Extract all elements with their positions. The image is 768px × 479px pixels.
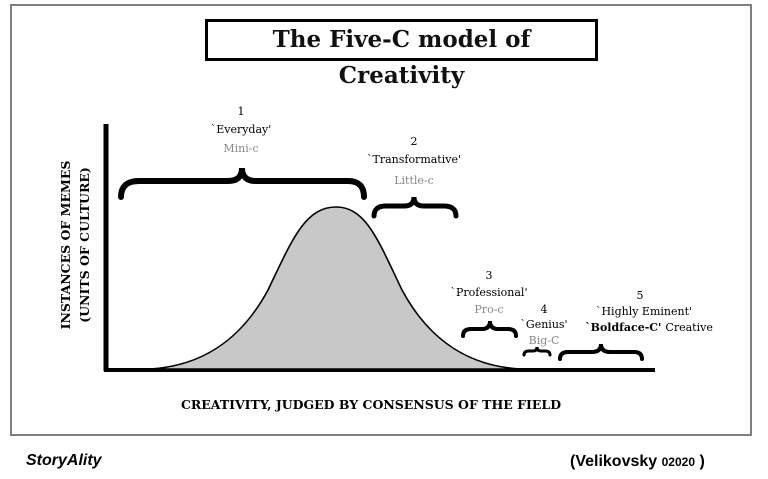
category-5-c-label-rest: Creative xyxy=(665,321,712,334)
y-axis-label-line1: INSTANCES OF MEMES xyxy=(58,161,73,330)
footer-storyality: StoryAlity xyxy=(26,452,102,469)
footer-citation: (Velikovsky 02020 ) xyxy=(570,453,705,471)
category-2-name: `Transformative' xyxy=(367,153,461,166)
category-1-name: `Everyday' xyxy=(211,123,272,136)
bell-curve xyxy=(149,206,521,370)
category-2-c-label: Little-c xyxy=(394,174,434,187)
x-axis-label: CREATIVITY, JUDGED BY CONSENSUS OF THE F… xyxy=(181,397,561,412)
citation-open: (Velikovsky xyxy=(570,453,658,470)
diagram-title: The Five-C model of Creativity xyxy=(205,19,598,89)
brace-2 xyxy=(371,196,459,219)
category-2-number: 2 xyxy=(411,135,418,148)
citation-close: ) xyxy=(699,453,705,470)
brace-1 xyxy=(118,167,367,200)
brace-3 xyxy=(461,320,518,338)
category-3-number: 3 xyxy=(486,269,493,282)
y-axis-label-line2: (UNITS OF CULTURE) xyxy=(77,167,92,323)
brace-5 xyxy=(558,343,644,361)
category-4-name: `Genius' xyxy=(520,318,567,331)
category-1-c-label: Mini-c xyxy=(223,142,258,155)
category-5-number: 5 xyxy=(637,289,644,302)
category-3-name: `Professional' xyxy=(451,286,528,299)
category-4-c-label: Big-C xyxy=(529,334,560,347)
brace-4 xyxy=(522,346,552,357)
category-4-number: 4 xyxy=(541,303,548,316)
category-5-c-label: `Boldface-C' Creative xyxy=(585,321,713,334)
category-3-c-label: Pro-c xyxy=(474,303,503,316)
citation-year: 02020 xyxy=(661,455,695,469)
category-5-name: `Highly Eminent' xyxy=(596,305,692,318)
category-1-number: 1 xyxy=(238,105,245,118)
category-5-c-label-bold: `Boldface-C' xyxy=(585,321,661,334)
